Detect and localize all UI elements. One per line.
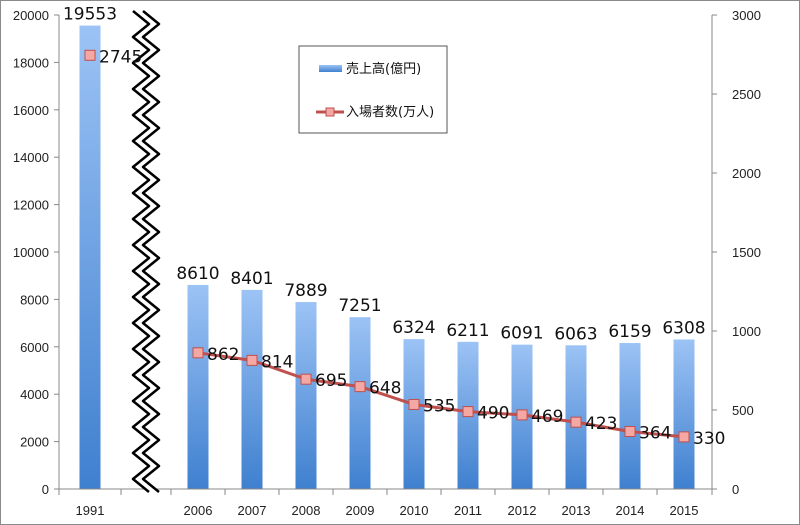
line-value-label: 2745 [99,47,142,67]
line-marker [678,431,690,443]
bar-value-label: 7251 [338,296,381,316]
line-marker [516,409,528,421]
visitors-line [197,351,685,439]
x-tick-label: 2007 [238,503,267,518]
x-tick-label: 2014 [616,503,645,518]
bar-value-label: 8401 [230,269,273,289]
x-tick-label: 2015 [670,503,699,518]
axis-break-gap [133,11,159,492]
y-left-tick-label: 14000 [13,150,49,165]
bar [673,339,695,489]
line-marker [84,49,96,61]
line-marker [354,381,366,393]
line-marker [246,354,258,366]
y-left-tick-label: 0 [42,482,49,497]
line-marker [408,398,420,410]
legend-bar-swatch [319,65,342,72]
axis-break-line [131,10,151,493]
y-right-tick-label: 500 [732,403,754,418]
bar-value-label: 7889 [284,281,327,301]
line-value-label: 469 [531,407,563,427]
x-tick-label: 2011 [454,503,482,518]
y-right-tick-label: 1000 [732,324,761,339]
x-tick-label: 2006 [184,503,213,518]
x-tick-label: 2009 [346,503,375,518]
legend-marker [325,107,335,117]
y-right-tick-label: 1500 [732,245,761,260]
bar-value-label: 6091 [500,324,543,344]
legend-box [298,45,448,134]
bar [619,343,641,489]
y-left-tick-label: 10000 [13,245,49,260]
x-tick-label: 2008 [292,503,321,518]
y-right-tick-label: 2000 [732,166,761,181]
y-right-tick-label: 0 [732,482,739,497]
line-marker [192,347,204,359]
line-marker [624,425,636,437]
bar [241,289,263,489]
bar-value-label: 6308 [662,319,705,339]
data-labels: 19553 8610 8401 7889 7251 6324 6211 6091 6063 615… [63,5,726,449]
y-left-tick-label: 12000 [13,198,49,213]
bar [79,25,101,489]
bar [187,284,209,489]
bar-value-label: 6063 [554,324,597,344]
y-left-tick-label: 18000 [13,55,49,70]
axis-break [131,10,161,493]
x-tick-label: 2012 [508,503,537,518]
line-value-label: 695 [315,371,347,391]
line-marker [300,373,312,385]
y-left-tick-label: 20000 [13,8,49,23]
bar [349,317,371,489]
x-tick-label: 2010 [400,503,429,518]
line-series [84,49,690,443]
line-value-label: 814 [261,352,293,372]
y-left-tick-label: 2000 [20,435,49,450]
axis-break-line [141,10,161,493]
x-tick-label: 2013 [562,503,591,518]
bar [295,302,317,489]
line-value-label: 490 [477,404,509,424]
legend: 売上高(億円) 入場者数(万人) [298,45,448,134]
axes: 0200040006000800010000120001400016000180… [13,8,761,518]
bar-value-label: 6159 [608,322,651,342]
y-right-tick-label: 3000 [732,8,761,23]
y-left-tick-label: 16000 [13,103,49,118]
line-value-label: 423 [585,414,617,434]
bar-value-label: 8610 [176,264,219,284]
line-value-label: 364 [639,423,671,443]
line-value-label: 648 [369,379,401,399]
y-left-tick-label: 8000 [20,292,49,307]
x-tick-label: 1991 [76,503,105,518]
bar-value-label: 19553 [63,5,117,25]
legend-label-visitors: 入場者数(万人) [346,105,434,120]
line-value-label: 535 [423,396,455,416]
bar-value-label: 6324 [392,318,435,338]
y-left-tick-label: 6000 [20,340,49,355]
line-value-label: 330 [693,429,725,449]
line-marker [570,416,582,428]
bar [403,339,425,489]
line-value-label: 862 [207,345,239,365]
y-left-tick-label: 4000 [20,387,49,402]
line-marker [462,406,474,418]
legend-label-sales: 売上高(億円) [346,61,421,77]
bar-value-label: 6211 [446,321,489,341]
y-right-tick-label: 2500 [732,87,761,102]
